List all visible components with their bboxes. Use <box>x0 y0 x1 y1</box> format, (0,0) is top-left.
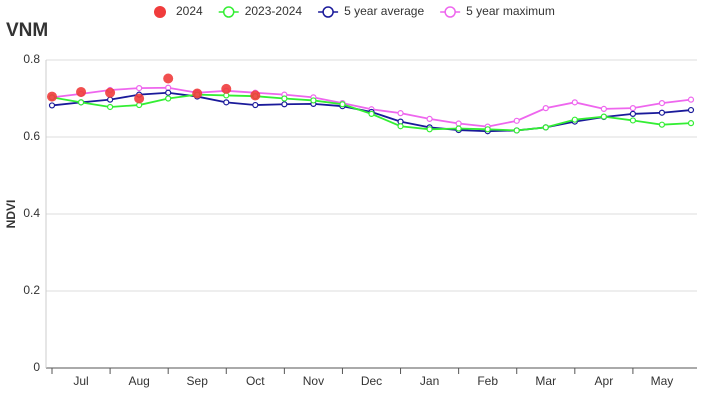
point-marker <box>687 120 695 127</box>
y-tick-label: 0.2 <box>23 283 40 297</box>
data-dot <box>250 90 261 101</box>
point-marker <box>397 123 404 130</box>
point-marker <box>397 110 404 117</box>
point-marker <box>658 109 666 116</box>
point-marker <box>571 99 578 106</box>
x-tick-label: Aug <box>128 374 149 388</box>
point-marker <box>600 113 607 120</box>
point-marker <box>106 103 114 111</box>
point-marker <box>165 95 172 102</box>
y-tick-label: 0.4 <box>23 206 40 220</box>
point-marker <box>310 97 317 104</box>
data-dot <box>134 93 145 104</box>
chart-title: VNM <box>6 20 48 41</box>
y-axis-label: NDVI <box>4 200 18 229</box>
point-marker <box>426 115 433 123</box>
point-marker <box>629 117 637 124</box>
point-marker <box>368 110 375 118</box>
point-marker <box>136 85 143 92</box>
point-marker <box>571 116 578 123</box>
legend-marker <box>154 6 166 18</box>
point-marker <box>252 101 259 109</box>
x-tick-label: May <box>651 374 674 388</box>
x-tick-label: Dec <box>361 374 382 388</box>
x-tick-label: Feb <box>477 374 498 388</box>
legend-marker <box>322 6 334 18</box>
data-dot <box>163 73 174 84</box>
x-tick-label: Jul <box>73 374 88 388</box>
legend-label: 2024 <box>176 4 203 18</box>
point-marker <box>106 96 114 103</box>
point-marker <box>629 110 637 118</box>
point-marker <box>629 105 637 112</box>
point-marker <box>165 84 172 91</box>
data-dot <box>47 91 57 102</box>
point-marker <box>600 105 607 112</box>
point-marker <box>77 99 85 106</box>
x-tick-label: Nov <box>303 374 324 388</box>
point-marker <box>165 89 172 96</box>
x-tick-label: Mar <box>535 374 556 388</box>
legend-label: 2023-2024 <box>245 4 303 18</box>
y-tick-label: 0.6 <box>23 129 40 143</box>
data-dot <box>192 88 203 99</box>
x-tick-label: Apr <box>595 374 614 388</box>
x-tick-label: Jan <box>420 374 439 388</box>
point-marker <box>426 126 433 133</box>
point-marker <box>542 124 549 131</box>
legend-marker <box>444 6 456 18</box>
point-marker <box>455 125 462 132</box>
point-marker <box>484 126 491 133</box>
y-tick-label: 0 <box>33 360 40 374</box>
point-marker <box>658 100 666 107</box>
point-marker <box>223 99 230 106</box>
point-marker <box>281 101 288 108</box>
data-dot <box>105 87 116 98</box>
x-tick-label: Sep <box>187 374 209 388</box>
data-dot <box>221 83 232 94</box>
point-marker <box>513 117 520 124</box>
point-marker <box>687 106 695 114</box>
point-marker <box>658 121 666 128</box>
point-marker <box>48 102 56 109</box>
y-tick-label: 0.8 <box>23 52 40 66</box>
legend-label: 5 year maximum <box>466 4 555 18</box>
legend-marker <box>222 6 235 18</box>
x-tick-label: Oct <box>246 374 265 388</box>
data-dot <box>76 86 87 97</box>
point-marker <box>455 120 462 127</box>
point-marker <box>687 96 695 103</box>
point-marker <box>542 105 549 112</box>
point-marker <box>513 127 520 134</box>
point-marker <box>281 95 288 102</box>
legend-label: 5 year average <box>344 4 424 18</box>
point-marker <box>339 101 346 108</box>
